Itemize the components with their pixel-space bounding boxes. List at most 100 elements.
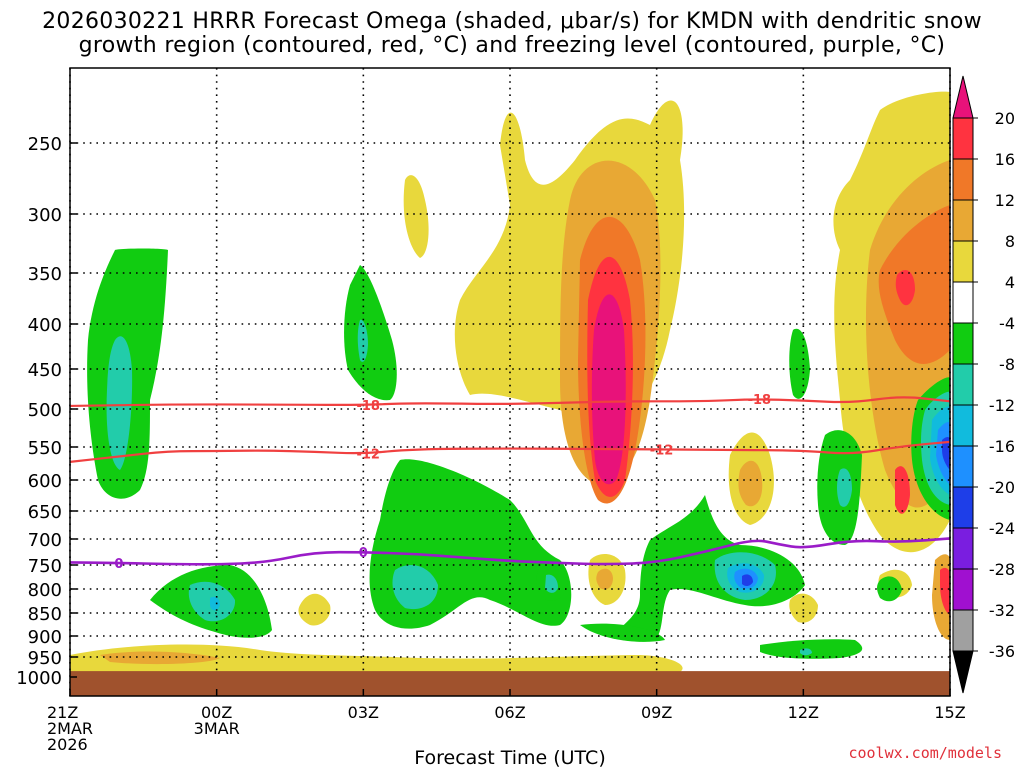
y-tick-label-400: 400 — [28, 315, 62, 336]
omega-region-gold-0800z-low — [596, 568, 613, 590]
y-tick-label-500: 500 — [28, 400, 62, 421]
contour--12 — [70, 440, 950, 463]
x-tick-label-36-0: 12Z — [788, 703, 819, 722]
y-tick-label-800: 800 — [28, 580, 62, 601]
x-tick-label-33-0: 09Z — [641, 703, 672, 722]
chart-title-line1: 2026030221 HRRR Forecast Omega (shaded, … — [42, 9, 982, 34]
omega-region-low-yellow-band — [70, 644, 683, 672]
y-tick-label-550: 550 — [28, 438, 62, 459]
colorbar-label--12: -12 — [989, 396, 1015, 415]
y-axis: 2503003504004505005506006507007508008509… — [16, 134, 77, 689]
omega-region-yellow-1200z — [789, 593, 818, 623]
y-tick-label-250: 250 — [28, 134, 62, 155]
omega-region-darkblue-1500z-mid — [942, 437, 950, 470]
site-credit: coolwx.com/models — [848, 744, 1002, 762]
y-tick-label-450: 450 — [28, 360, 62, 381]
colorbar-band--4 to 4 — [952, 281, 974, 324]
omega-region-green-0800z-low — [580, 623, 665, 642]
colorbar-label--20: -20 — [989, 478, 1015, 497]
omega-region-teal-2230z — [106, 336, 133, 470]
colorbar-label-20: 20 — [995, 109, 1015, 128]
contour-label--18-1: -18 — [748, 393, 772, 408]
omega-region-small-yellow-0430z — [403, 175, 429, 258]
y-tick-label-350: 350 — [28, 264, 62, 285]
omega-region-low-gold-band — [100, 651, 220, 665]
y-tick-label-700: 700 — [28, 530, 62, 551]
colorbar-band--16 to -12 — [952, 404, 974, 447]
omega-region-gold-1100z — [738, 460, 763, 507]
x-axis-label: Forecast Time (UTC) — [414, 747, 605, 768]
x-tick-label-30-0: 06Z — [494, 703, 525, 722]
omega-region-red-1500z-low — [940, 567, 950, 615]
temperature-contours: -18 -18 -12 -12 0 0 — [70, 393, 950, 572]
colorbar-band-12 to 16 — [952, 158, 974, 201]
colorbar-label-16: 16 — [995, 150, 1015, 169]
y-tick-label-650: 650 — [28, 502, 62, 523]
colorbar-label-8: 8 — [1005, 232, 1015, 251]
colorbar-label--32: -32 — [989, 601, 1015, 620]
omega-region-green-1300z-low — [760, 639, 863, 659]
colorbar-label--16: -16 — [989, 437, 1015, 456]
omega-region-teal-0700z — [545, 574, 558, 593]
x-tick-label-21-2: 2026 — [47, 735, 88, 754]
colorbar-label--36: -36 — [989, 642, 1015, 661]
y-tick-label-1000: 1000 — [16, 668, 62, 689]
colorbar-band-8 to 12 — [952, 199, 974, 242]
y-tick-label-300: 300 — [28, 205, 62, 226]
contour-label-0-1: 0 — [359, 546, 368, 561]
colorbar-label-12: 12 — [995, 191, 1015, 210]
y-tick-label-850: 850 — [28, 604, 62, 625]
x-tick-label-21-1: 2MAR — [47, 719, 93, 738]
contour-label--12-0: -12 — [356, 447, 380, 462]
omega-region-green-0400z — [369, 459, 572, 629]
contour-label--12-1: -12 — [650, 443, 674, 458]
colorbar-band--12 to -8 — [952, 363, 974, 406]
x-tick-label-24-1: 3MAR — [194, 719, 240, 738]
omega-region-plume-magenta — [591, 294, 626, 485]
y-tick-label-600: 600 — [28, 471, 62, 492]
omega-region-cyan-0000z — [210, 596, 220, 611]
omega-region-teal-0300z — [357, 319, 368, 362]
colorbar-band--32 to -28 — [952, 568, 974, 611]
omega-region-right-red — [895, 270, 915, 306]
colorbar-label--28: -28 — [989, 560, 1015, 579]
colorbar-band--36 to -32 — [952, 609, 974, 652]
y-tick-label-950: 950 — [28, 648, 62, 669]
omega-region-green-1000z — [620, 495, 805, 642]
contour-label--18-0: -18 — [356, 399, 380, 414]
colorbar-band--20 to -16 — [952, 445, 974, 488]
colorbar: 20 16 12 8 4 -4 -8 -12 -16 -20 -24 -28 -32 -36 — [952, 75, 1015, 694]
y-tick-label-750: 750 — [28, 556, 62, 577]
grid-lines — [69, 68, 951, 696]
x-tick-label-39-0: 15Z — [934, 703, 965, 722]
x-tick-label-21-0: 21Z — [47, 703, 78, 722]
omega-region-darkblue-1000z — [742, 574, 753, 587]
omega-shaded-field — [70, 91, 950, 672]
contour-0 — [70, 537, 950, 566]
omega-region-yellow-0200z — [298, 593, 331, 626]
colorbar-band-16 to 20 — [952, 117, 974, 160]
x-tick-label-24-0: 00Z — [201, 703, 232, 722]
contour--18 — [70, 396, 950, 408]
omega-region-green-0300z — [344, 265, 397, 401]
colorbar-band-lowest — [952, 650, 974, 694]
y-tick-label-900: 900 — [28, 627, 62, 648]
colorbar-label-4: 4 — [1005, 273, 1015, 292]
colorbar-band-20+ — [952, 75, 974, 119]
omega-region-right-red-2 — [895, 466, 910, 514]
omega-region-teal-0400z — [392, 565, 438, 610]
colorbar-label--4: -4 — [999, 314, 1015, 333]
contour-label-0-0: 0 — [114, 557, 123, 572]
omega-region-teal-1300z — [837, 468, 852, 507]
colorbar-label--24: -24 — [989, 519, 1015, 538]
colorbar-label--8: -8 — [999, 355, 1015, 374]
omega-region-green-1200z-mid — [789, 328, 810, 399]
colorbar-band--28 to -24 — [952, 527, 974, 570]
colorbar-band-4 to 8 — [952, 240, 974, 283]
x-tick-label-27-0: 03Z — [348, 703, 379, 722]
colorbar-band--8 to -4 — [952, 322, 974, 365]
chart-title-line2: growth region (contoured, red, °C) and f… — [78, 33, 946, 58]
colorbar-band--24 to -20 — [952, 486, 974, 529]
